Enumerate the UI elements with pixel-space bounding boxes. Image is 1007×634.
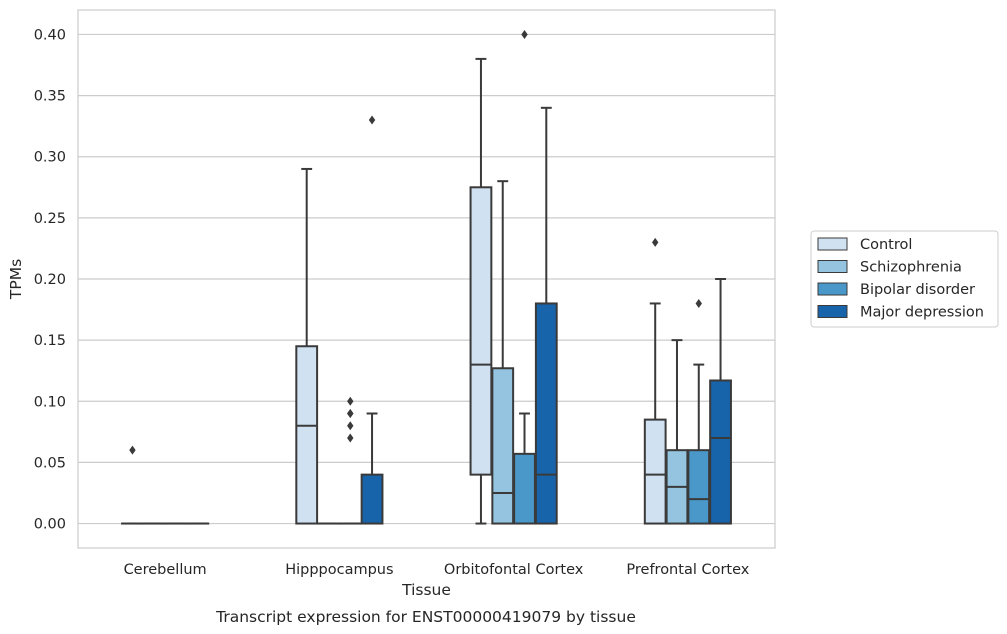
- box-3-0: [643, 237, 667, 525]
- box-body: [469, 186, 493, 476]
- legend: Control Schizophrenia Bipolar disorder Majo…: [810, 230, 999, 328]
- legend-swatch: [817, 282, 848, 296]
- y-tick-label: 0.35: [34, 89, 66, 105]
- legend-label: Bipolar disorder: [860, 282, 975, 298]
- outlier-point: [695, 298, 702, 308]
- box-1-3: [360, 115, 384, 525]
- box-2-3: [534, 106, 558, 525]
- legend-label: Schizophrenia: [860, 260, 962, 276]
- box-layer: [121, 29, 732, 525]
- legend-label: Major depression: [860, 305, 984, 321]
- outlier-point: [129, 445, 136, 455]
- grid-layer: [78, 33, 775, 525]
- box-3-3: [709, 278, 732, 525]
- outlier-point: [347, 396, 354, 406]
- box-2-0: [469, 57, 493, 525]
- legend-item: Schizophrenia: [817, 260, 962, 276]
- y-tick-label: 0.30: [34, 150, 66, 166]
- legend-swatch: [817, 237, 848, 251]
- y-tick-label: 0.00: [34, 517, 66, 533]
- box-body: [491, 367, 515, 525]
- outlier-point: [347, 409, 354, 418]
- box-body: [295, 345, 319, 525]
- box-3-2: [687, 298, 711, 525]
- x-tick-label: Hipppocampus: [285, 562, 393, 578]
- x-tick-labels: Cerebellum Hipppocampus Orbitofontal Corte…: [124, 562, 750, 578]
- legend-item: Major depression: [817, 305, 984, 321]
- outlier-point: [652, 237, 659, 247]
- box-3-1: [665, 339, 689, 525]
- box-body: [643, 418, 667, 525]
- y-tick-label: 0.20: [34, 272, 66, 288]
- chart-caption: Transcript expression for ENST0000041907…: [215, 608, 636, 626]
- legend-frame: [810, 230, 999, 328]
- legend-item: Bipolar disorder: [817, 282, 975, 298]
- outlier-point: [521, 29, 528, 39]
- legend-label: Control: [860, 237, 912, 253]
- box-body: [360, 473, 384, 525]
- y-tick-label: 0.40: [34, 27, 66, 43]
- y-tick-label: 0.25: [34, 211, 66, 227]
- y-axis-title: TPMs: [7, 259, 25, 300]
- x-tick-label: Orbitofontal Cortex: [444, 562, 584, 578]
- x-tick-label: Prefrontal Cortex: [626, 562, 749, 578]
- box-body: [687, 449, 711, 525]
- y-tick-label: 0.05: [34, 455, 66, 471]
- legend-swatch: [817, 260, 848, 273]
- x-tick-label: Cerebellum: [124, 562, 207, 578]
- box-body: [534, 302, 558, 525]
- box-1-0: [295, 167, 319, 525]
- box-2-1: [491, 180, 515, 525]
- plot-frame: [77, 9, 776, 549]
- x-axis-title: Tissue: [401, 581, 451, 599]
- box-1-2: [338, 396, 362, 525]
- box-body: [709, 379, 732, 525]
- box-2-2: [513, 29, 536, 525]
- y-tick-label: 0.15: [34, 333, 66, 349]
- legend-items: Control Schizophrenia Bipolar disorder Majo…: [817, 237, 984, 321]
- y-tick-label: 0.10: [34, 394, 66, 410]
- box-0-0: [121, 445, 144, 525]
- outlier-point: [347, 433, 354, 443]
- outlier-point: [368, 115, 376, 125]
- outlier-point: [347, 421, 354, 431]
- legend-swatch: [817, 305, 848, 318]
- legend-item: Control: [817, 237, 912, 253]
- y-tick-labels: 0.00 0.05 0.10 0.15 0.20 0.25 0.30 0.35 0.40: [34, 27, 66, 532]
- box-body: [513, 452, 536, 525]
